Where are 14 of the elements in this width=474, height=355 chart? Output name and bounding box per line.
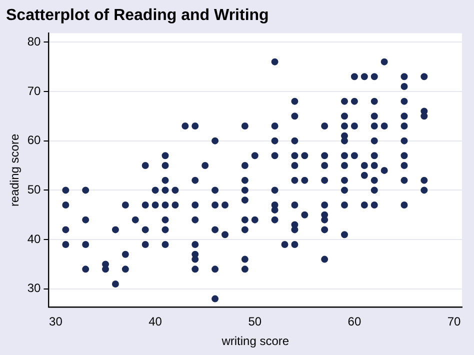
y-tick-label: 70 xyxy=(27,84,42,98)
x-axis-title: writing score xyxy=(220,334,290,348)
x-tick-label: 50 xyxy=(248,314,262,329)
y-axis-title: reading score xyxy=(8,134,22,207)
y-tick-label: 30 xyxy=(27,281,42,296)
x-tick-label: 30 xyxy=(49,314,63,329)
y-tick-label: 40 xyxy=(27,232,42,246)
x-tick-label: 60 xyxy=(348,314,362,329)
chart-title: Scatterplot of Reading and Writing xyxy=(6,7,269,24)
x-tick-label: 70 xyxy=(447,314,462,329)
y-tick-label: 80 xyxy=(27,34,42,48)
x-tick-label: 40 xyxy=(148,314,162,329)
y-tick-label: 50 xyxy=(27,182,42,197)
y-tick-label: 60 xyxy=(27,133,42,148)
